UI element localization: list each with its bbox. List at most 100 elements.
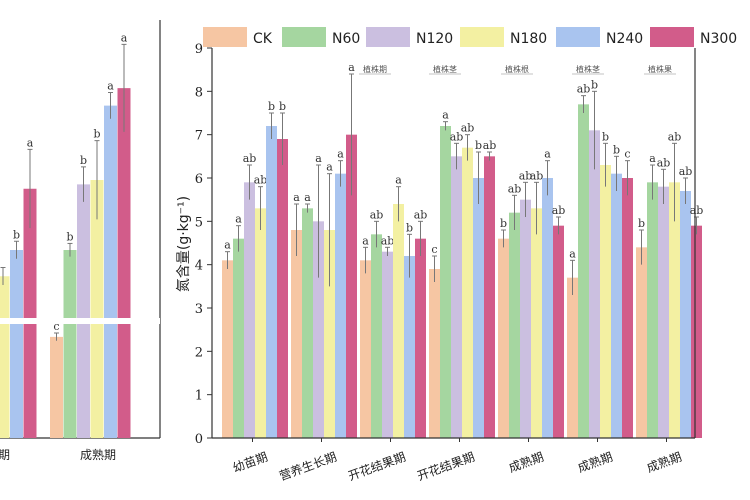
bar-n120-1 <box>313 221 324 438</box>
bar-n120-6 <box>658 186 669 438</box>
bar-n240-3 <box>473 178 484 438</box>
significance-letter: a <box>395 174 402 187</box>
significance-letter: c <box>431 243 437 256</box>
significance-letter: a <box>224 239 231 252</box>
bar-n300-6 <box>691 225 702 438</box>
bar-n120-4 <box>520 199 531 438</box>
significance-letter: a <box>107 80 114 93</box>
significance-letter: ab <box>254 174 268 187</box>
legend-label-n180: N180 <box>510 31 547 47</box>
bar-n120-0 <box>244 182 255 438</box>
significance-letter: b <box>500 217 507 230</box>
bar-n120-5 <box>589 130 600 439</box>
bar-n60-2 <box>371 234 382 438</box>
left-bar-n180-0 <box>0 276 10 438</box>
x-category-label: 成熟期 <box>507 449 546 475</box>
significance-letter: b <box>613 143 620 156</box>
significance-letter: ab <box>552 204 566 217</box>
bar-n180-3 <box>462 147 473 438</box>
x-category-label: 营养生长期 <box>277 449 339 484</box>
y-tick-label: 6 <box>195 172 203 187</box>
bar-n240-1 <box>335 173 346 438</box>
significance-letter: b <box>93 128 100 141</box>
significance-letter: a <box>362 234 369 247</box>
legend-label-ck: CK <box>253 31 273 47</box>
bar-n300-2 <box>415 238 426 438</box>
significance-letter: ab <box>530 169 544 182</box>
legend-label-n60: N60 <box>332 31 360 47</box>
subplot-note: 植株茎 <box>576 64 600 74</box>
subplot-note: 植株期 <box>363 64 387 74</box>
left-category-label: 成熟期 <box>80 447 116 462</box>
y-tick-label: 3 <box>195 302 203 317</box>
bar-ck-0 <box>222 260 233 438</box>
significance-letter: a <box>544 148 551 161</box>
y-tick-label: 8 <box>195 85 203 100</box>
significance-letter: ab <box>508 182 522 195</box>
significance-letter: b <box>13 228 20 241</box>
significance-letter: b <box>406 221 413 234</box>
significance-letter: b <box>268 100 275 113</box>
significance-letter: a <box>315 152 322 165</box>
bar-ck-2 <box>360 260 371 438</box>
bar-n240-5 <box>611 173 622 438</box>
significance-letter: b <box>602 130 609 143</box>
subplot-note: 植株茎 <box>433 64 457 74</box>
bar-n300-3 <box>484 156 495 439</box>
bar-n60-1 <box>302 208 313 438</box>
y-tick-label: 5 <box>195 215 203 230</box>
legend-swatch-n120 <box>366 27 410 47</box>
bar-n180-5 <box>600 165 611 438</box>
bar-n240-0 <box>266 126 277 438</box>
left-bar-ck-1 <box>50 336 63 438</box>
bar-n180-1 <box>324 230 335 438</box>
legend-swatch-n240 <box>556 27 600 47</box>
bar-n60-6 <box>647 182 658 438</box>
significance-letter: b <box>279 100 286 113</box>
subplot-note: 植株根 <box>505 64 529 74</box>
left-bar-n240-1 <box>104 105 117 438</box>
x-category-label: 成熟期 <box>576 449 615 475</box>
bar-n300-1 <box>346 134 357 438</box>
y-tick-label: 1 <box>195 389 203 404</box>
bar-n60-4 <box>509 212 520 438</box>
significance-letter: a <box>235 213 242 226</box>
significance-letter: ab <box>450 130 464 143</box>
significance-letter: b <box>591 78 598 91</box>
x-category-label: 幼苗期 <box>231 450 270 475</box>
bar-n300-4 <box>553 225 564 438</box>
significance-letter: a <box>293 191 300 204</box>
bar-n60-3 <box>440 126 451 438</box>
significance-letter: a <box>121 31 128 44</box>
bar-n240-2 <box>404 256 415 438</box>
bar-ck-5 <box>567 277 578 438</box>
significance-letter: ab <box>657 156 671 169</box>
significance-letter: a <box>337 148 344 161</box>
significance-letter: a <box>27 136 34 149</box>
left-category-label: 长期 <box>0 448 10 462</box>
x-category-label: 开花结果期 <box>415 449 477 484</box>
significance-letter: a <box>569 247 576 260</box>
bar-n240-4 <box>542 178 553 438</box>
bar-n120-2 <box>382 251 393 438</box>
legend-swatch-n180 <box>460 27 504 47</box>
legend-swatch-n60 <box>282 27 326 47</box>
significance-letter: ab <box>519 169 533 182</box>
significance-letter: c <box>53 320 59 333</box>
y-tick-label: 4 <box>195 259 203 274</box>
bar-n120-3 <box>451 156 462 439</box>
y-tick-label: 2 <box>195 345 203 360</box>
left-bar-n300-0 <box>23 188 37 438</box>
significance-letter: ab <box>370 208 384 221</box>
bar-n180-0 <box>255 208 266 438</box>
bar-n60-0 <box>233 238 244 438</box>
legend-label-n300: N300 <box>700 31 737 47</box>
left-bar-n300-1 <box>117 88 131 438</box>
significance-letter: ab <box>577 83 591 96</box>
significance-letter: b <box>638 217 645 230</box>
bar-ck-1 <box>291 230 302 438</box>
left-bar-n180-1 <box>90 180 104 438</box>
significance-letter: a <box>649 152 656 165</box>
y-tick-label: 0 <box>195 432 203 447</box>
